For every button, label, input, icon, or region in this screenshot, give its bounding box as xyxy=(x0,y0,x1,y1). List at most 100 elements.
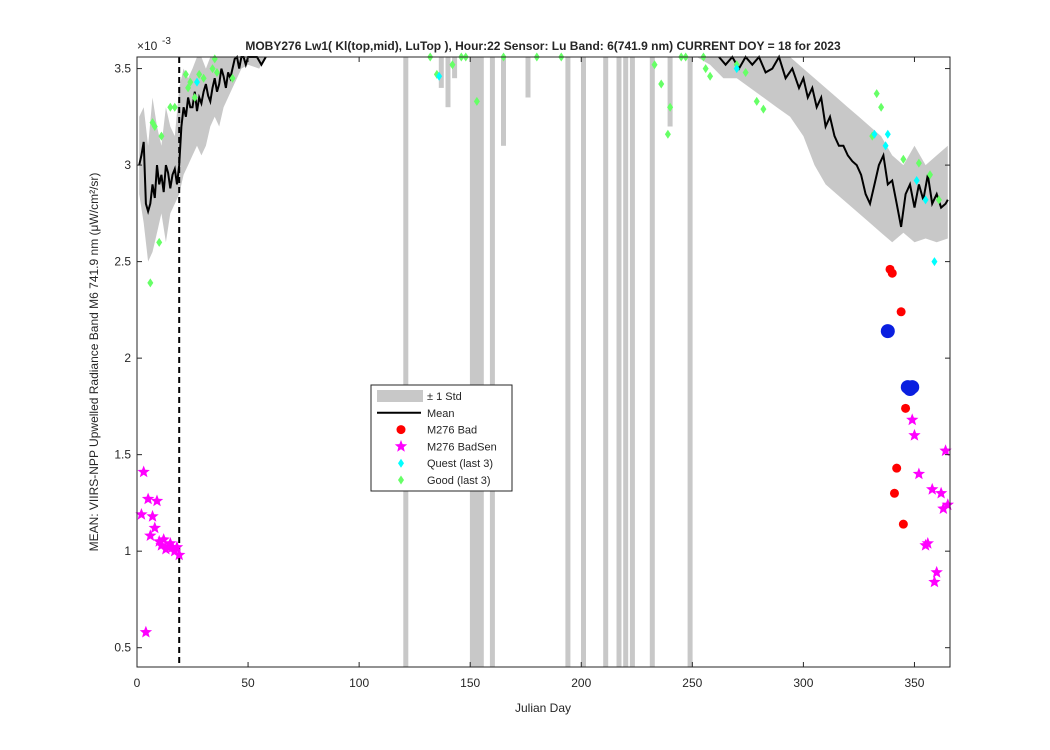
good-point xyxy=(185,83,192,93)
y-tick-label: 3.5 xyxy=(114,62,131,76)
legend-swatch-badsen xyxy=(394,439,408,452)
good-point xyxy=(878,102,885,112)
quest-point xyxy=(871,129,878,139)
x-tick-label: 100 xyxy=(349,676,369,690)
badsen-point xyxy=(928,575,941,588)
badsen-point xyxy=(155,538,168,551)
badsen-point xyxy=(153,535,166,547)
good-point xyxy=(229,73,236,83)
std-spike xyxy=(629,57,635,667)
x-tick-label: 50 xyxy=(241,676,255,690)
quest-point xyxy=(884,129,891,139)
x-tick-label: 0 xyxy=(134,676,141,690)
badsen-point xyxy=(939,444,952,457)
badsen-point xyxy=(141,492,155,505)
good-point xyxy=(658,79,665,89)
legend-label: Quest (last 3) xyxy=(427,458,493,470)
good-point xyxy=(182,69,189,79)
std-spike xyxy=(565,57,571,667)
legend-swatch-diamond xyxy=(398,475,404,485)
quest-point xyxy=(882,141,889,151)
badsen-point xyxy=(937,502,950,514)
good-point xyxy=(873,89,880,99)
bad-point xyxy=(889,488,899,498)
badsen-point xyxy=(173,548,186,561)
badsen-point xyxy=(930,565,943,578)
bad-point xyxy=(887,268,897,278)
badsen-point xyxy=(941,498,954,511)
badsen-point xyxy=(157,533,170,545)
badsen-point xyxy=(150,494,164,507)
quest-point xyxy=(922,195,929,205)
y-axis: 0.5 1 1.5 2 2.5 3 3.5 xyxy=(114,62,950,655)
good-point xyxy=(156,237,163,247)
badsen-point xyxy=(144,529,157,541)
good-point xyxy=(209,64,216,74)
bad-point-large xyxy=(880,324,895,339)
bad-point-large xyxy=(905,380,920,395)
good-point xyxy=(158,131,165,141)
std-spike xyxy=(452,57,458,79)
quest-point xyxy=(733,64,740,74)
std-spike xyxy=(469,57,475,667)
chart-title: MOBY276 Lw1( Kl(top,mid), LuTop ), Hour:… xyxy=(245,39,841,53)
badsen-point xyxy=(170,540,184,553)
badsen-point xyxy=(906,413,919,426)
y-exponent-label: ×10 xyxy=(137,39,158,53)
good-point xyxy=(200,73,207,83)
legend-swatch-std xyxy=(377,390,423,402)
x-tick-label: 350 xyxy=(904,676,924,690)
std-band-late xyxy=(696,57,948,243)
std-spike xyxy=(403,57,409,667)
good-point xyxy=(742,67,749,77)
plot-frame xyxy=(136,56,951,668)
good-point xyxy=(760,104,767,114)
y-tick-label: 1.5 xyxy=(114,448,131,462)
good-point xyxy=(187,77,194,87)
y-tick-label: 0.5 xyxy=(114,641,131,655)
badsen-point xyxy=(148,521,161,534)
y-axis-label: MEAN: VIIRS-NPP Upwelled Radiance Band M… xyxy=(87,173,101,552)
legend-label: M276 Bad xyxy=(427,425,477,437)
good-point xyxy=(707,71,714,81)
badsen-point xyxy=(139,625,153,638)
std-spike xyxy=(474,57,480,667)
mean-line-late xyxy=(718,54,949,228)
std-spike xyxy=(687,57,693,667)
good-point xyxy=(702,64,709,74)
std-band-layer xyxy=(139,57,948,667)
legend-box xyxy=(370,384,513,492)
badsen-point xyxy=(164,537,177,549)
std-spike xyxy=(525,57,531,98)
legend-label: Mean xyxy=(427,408,455,420)
good-point xyxy=(664,129,671,139)
badsen-point xyxy=(926,482,939,495)
good-point xyxy=(151,121,158,131)
points-layer xyxy=(135,52,954,638)
std-spike xyxy=(623,57,629,667)
good-point xyxy=(191,93,198,103)
badsen-point xyxy=(908,428,921,441)
badsen-point xyxy=(137,465,150,478)
std-spike xyxy=(438,57,444,88)
mean-line-layer xyxy=(138,54,949,228)
legend-swatch-diamond xyxy=(398,458,404,468)
y-tick-label: 2 xyxy=(124,351,131,365)
quest-point xyxy=(913,176,920,186)
legend: ± 1 Std Mean M276 Bad M276 BadSen Quest (las… xyxy=(370,384,513,492)
quest-point xyxy=(193,77,200,87)
good-point xyxy=(753,96,760,106)
y-exponent-value: -3 xyxy=(162,36,171,47)
x-tick-label: 300 xyxy=(793,676,813,690)
good-point xyxy=(927,170,934,180)
std-spike xyxy=(478,57,484,667)
good-point xyxy=(213,67,220,77)
std-spike xyxy=(616,57,622,667)
x-tick-label: 200 xyxy=(571,676,591,690)
bad-point xyxy=(892,463,902,473)
std-spike xyxy=(649,57,655,667)
bad-point xyxy=(896,307,906,317)
good-point xyxy=(147,278,154,288)
std-spike xyxy=(501,57,506,146)
legend-label: Good (last 3) xyxy=(427,475,491,487)
